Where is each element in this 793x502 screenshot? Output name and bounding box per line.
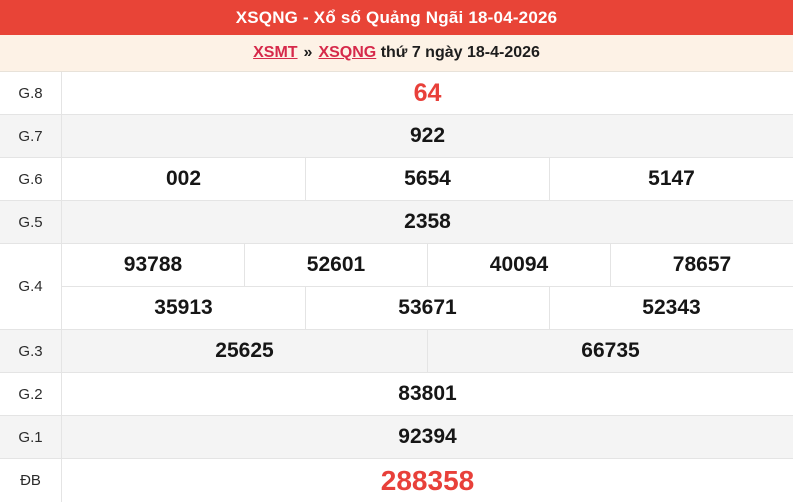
prize-number: 35913 — [62, 287, 306, 329]
prize-row-g3: G.3 25625 66735 — [0, 330, 793, 373]
prize-label-db: ĐB — [0, 459, 62, 502]
prize-subrow: 92394 — [62, 416, 793, 458]
breadcrumb-link-xsmt[interactable]: XSMT — [253, 44, 298, 61]
prize-cells-g1: 92394 — [62, 416, 793, 458]
breadcrumb-link-xsqng[interactable]: XSQNG — [318, 44, 377, 61]
prize-label-g6: G.6 — [0, 158, 62, 200]
prize-number: 5147 — [648, 167, 695, 190]
prize-row-g2: G.2 83801 — [0, 373, 793, 416]
prize-number: 52601 — [245, 244, 428, 286]
prize-label-g7: G.7 — [0, 115, 62, 157]
results-table: G.8 64 G.7 922 G.6 002 5654 5147 G.5 2358 G.4 93788… — [0, 72, 793, 502]
prize-cells-g6: 002 5654 5147 — [62, 158, 793, 200]
prize-label-g3: G.3 — [0, 330, 62, 372]
prize-number: 83801 — [398, 382, 457, 405]
prize-number: 52343 — [642, 296, 701, 319]
prize-subrow: 64 — [62, 72, 793, 114]
prize-number: 78657 — [672, 253, 732, 276]
prize-subrow: 83801 — [62, 373, 793, 415]
prize-row-g7: G.7 922 — [0, 115, 793, 158]
prize-number: 92394 — [398, 425, 457, 448]
prize-row-g5: G.5 2358 — [0, 201, 793, 244]
prize-cells-db: 288358 — [62, 459, 793, 502]
prize-subrow: 93788 52601 40094 78657 — [62, 244, 793, 286]
prize-number: 5654 — [306, 158, 550, 200]
prize-label-g4: G.4 — [0, 244, 62, 329]
prize-number: 25625 — [62, 330, 428, 372]
breadcrumb: XSMT » XSQNG thứ 7 ngày 18-4-2026 — [0, 35, 793, 72]
prize-number: 2358 — [404, 210, 451, 233]
prize-subrow: 25625 66735 — [62, 330, 793, 372]
prize-cells-g3: 25625 66735 — [62, 330, 793, 372]
prize-label-g1: G.1 — [0, 416, 62, 458]
prize-number: 66735 — [581, 339, 640, 362]
breadcrumb-separator: » — [303, 44, 313, 61]
prize-row-db: ĐB 288358 — [0, 459, 793, 502]
prize-label-g2: G.2 — [0, 373, 62, 415]
prize-row-g8: G.8 64 — [0, 72, 793, 115]
prize-row-g4: G.4 93788 52601 40094 78657 35913 53671 52343 — [0, 244, 793, 330]
prize-subrow: 288358 — [62, 459, 793, 502]
prize-cells-g4: 93788 52601 40094 78657 35913 53671 52343 — [62, 244, 793, 329]
page-title: XSQNG - Xổ số Quảng Ngãi 18-04-2026 — [235, 7, 558, 27]
prize-number: 93788 — [62, 244, 245, 286]
page-header: XSQNG - Xổ số Quảng Ngãi 18-04-2026 — [0, 0, 793, 35]
prize-cells-g2: 83801 — [62, 373, 793, 415]
prize-cells-g8: 64 — [62, 72, 793, 114]
prize-number: 64 — [413, 78, 442, 107]
prize-number: 922 — [409, 124, 446, 147]
prize-row-g1: G.1 92394 — [0, 416, 793, 459]
prize-cells-g7: 922 — [62, 115, 793, 157]
prize-cells-g5: 2358 — [62, 201, 793, 243]
prize-number: 288358 — [380, 464, 475, 496]
prize-subrow: 35913 53671 52343 — [62, 286, 793, 329]
prize-subrow: 002 5654 5147 — [62, 158, 793, 200]
prize-number: 53671 — [306, 287, 550, 329]
prize-subrow: 922 — [62, 115, 793, 157]
prize-subrow: 2358 — [62, 201, 793, 243]
breadcrumb-date-text: thứ 7 ngày 18-4-2026 — [376, 44, 540, 61]
prize-row-g6: G.6 002 5654 5147 — [0, 158, 793, 201]
prize-number: 002 — [62, 158, 306, 200]
prize-label-g5: G.5 — [0, 201, 62, 243]
prize-label-g8: G.8 — [0, 72, 62, 114]
prize-number: 40094 — [428, 244, 611, 286]
